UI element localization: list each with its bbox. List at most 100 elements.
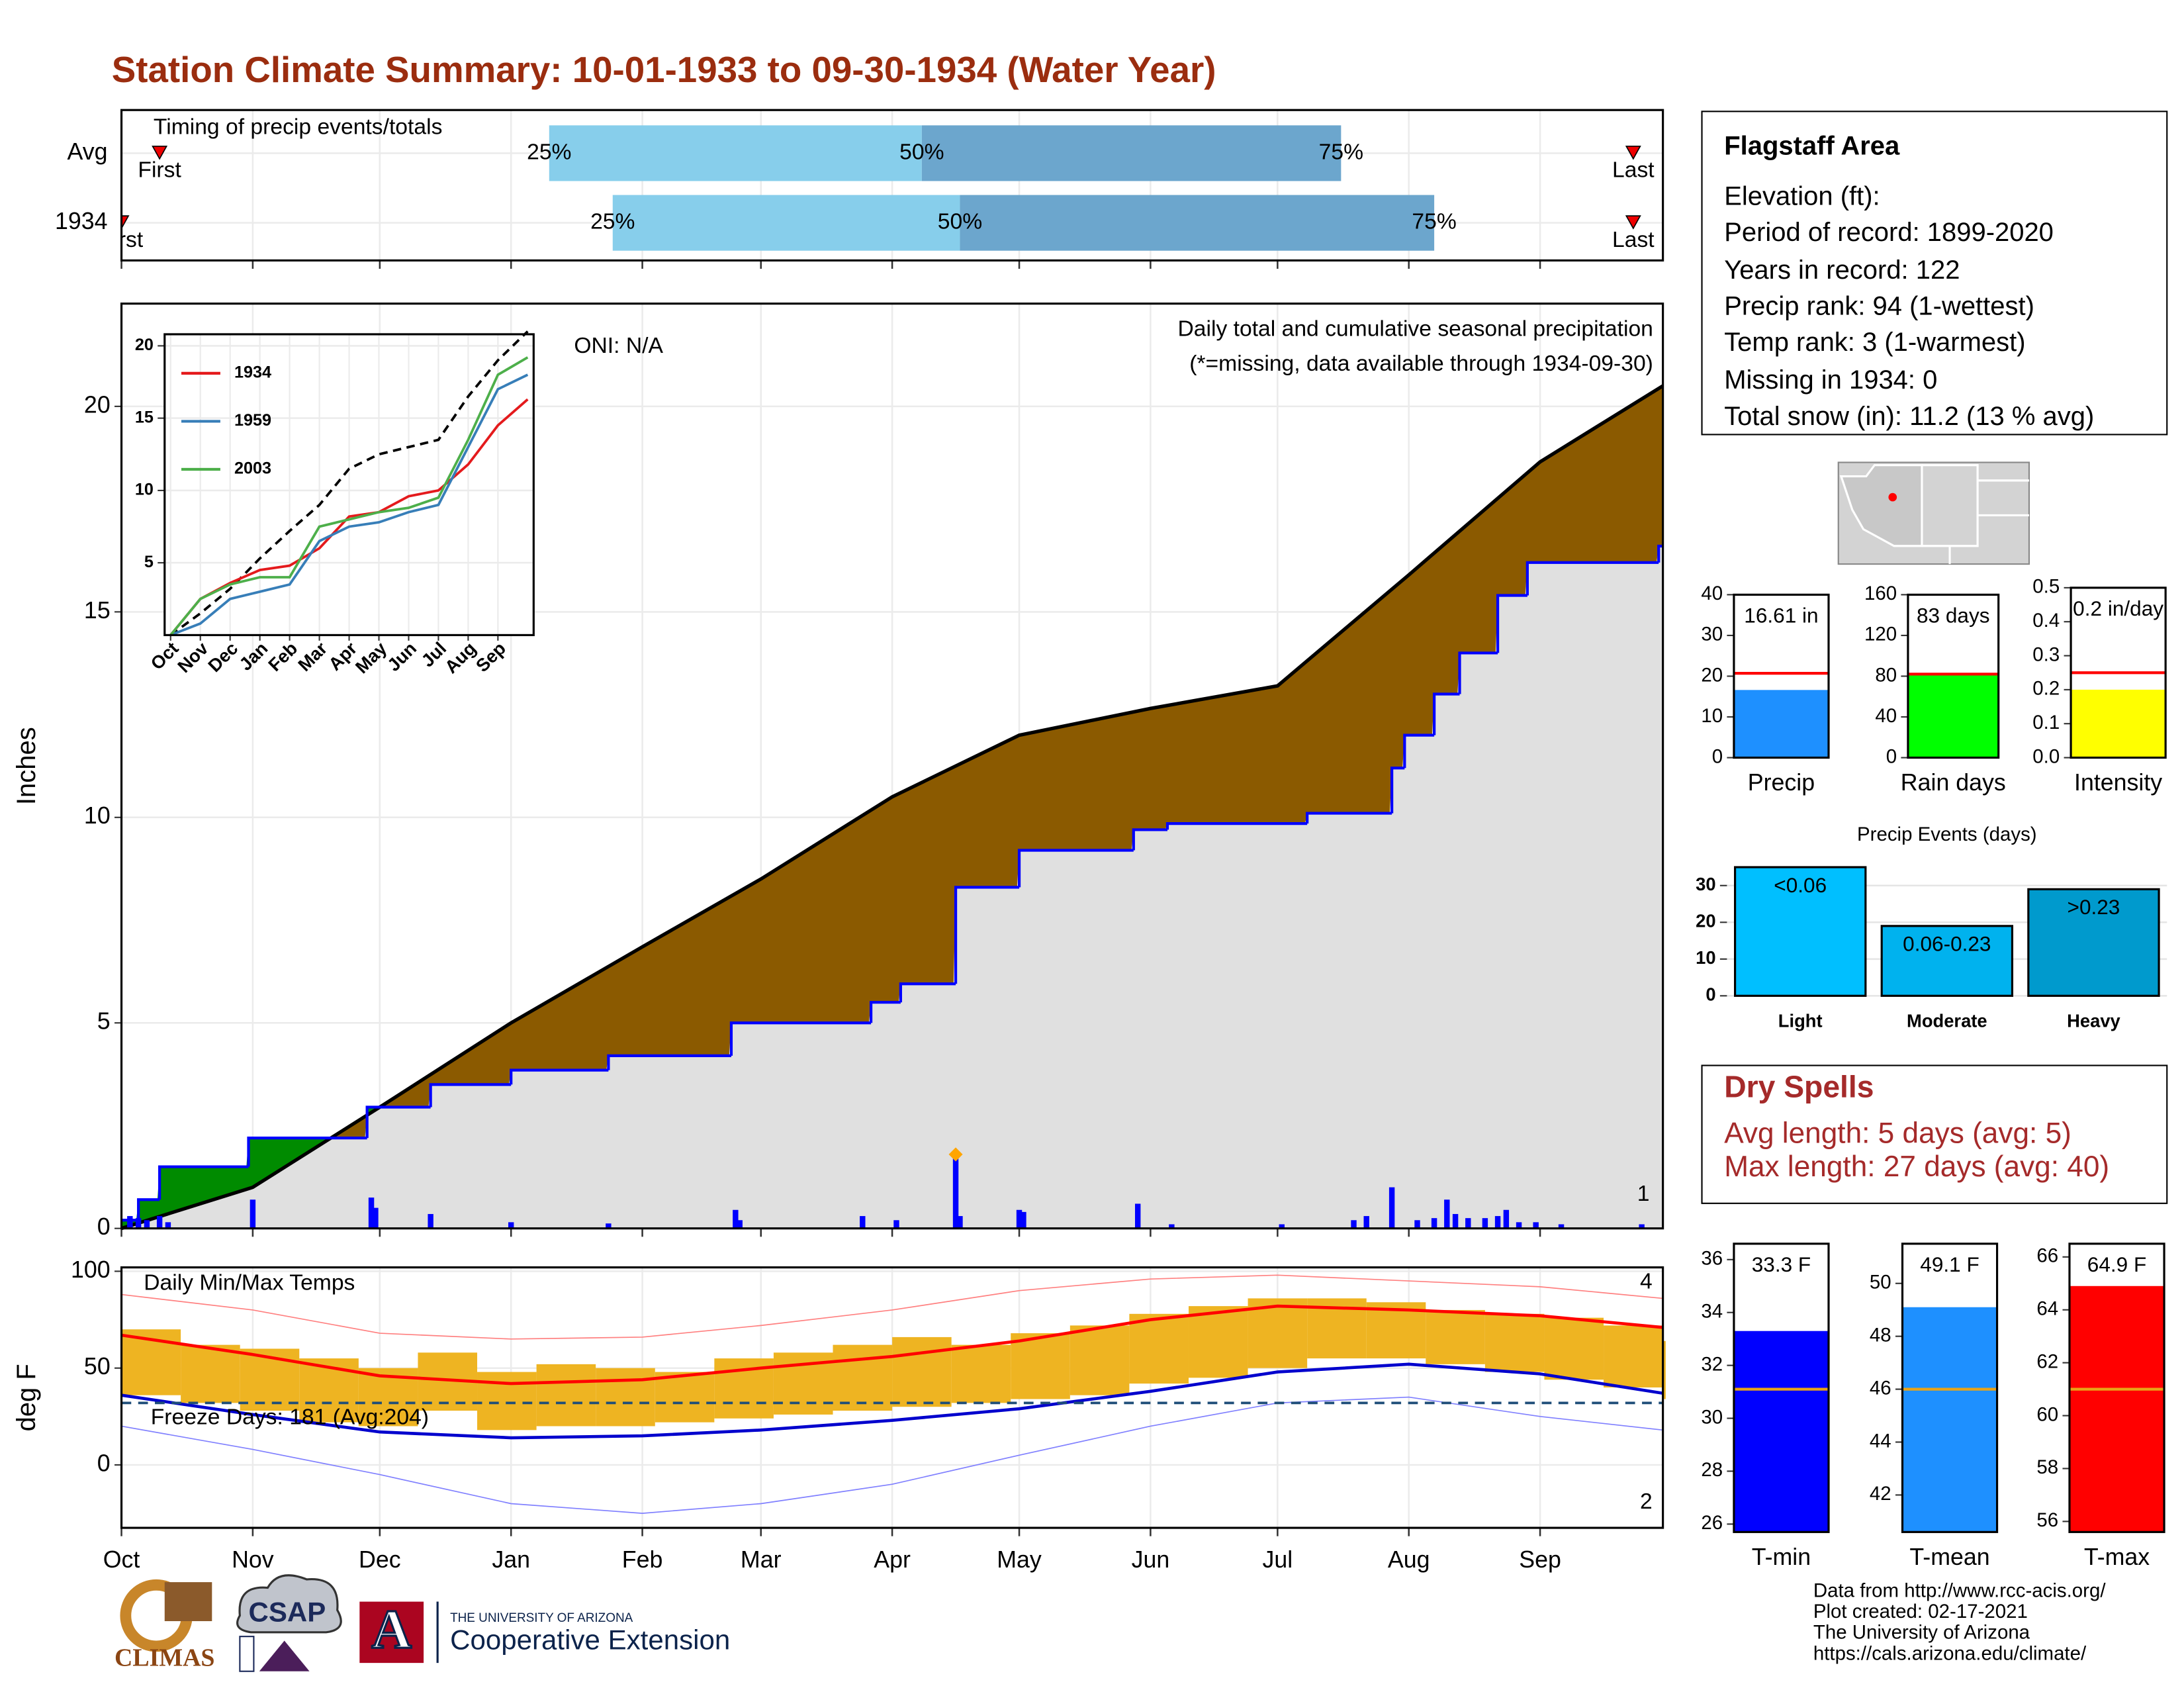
precip-bar [1169,1224,1175,1229]
y-tick-label: 10 [84,802,111,829]
daily-range-bar [951,1344,1011,1403]
panel-title: Daily Min/Max Temps [144,1271,355,1295]
category-label: T-mean [1909,1544,1989,1570]
y-tick-label: 40 [1875,705,1897,727]
panel-frame [1901,1243,1999,1533]
quantile-label: 75% [1412,210,1456,234]
x-tick-label: May [997,1546,1042,1573]
x-tick-label: Apr [874,1546,911,1573]
annotation: Daily total and cumulative seasonal prec… [1177,317,1653,342]
daily-range-bar [655,1372,715,1423]
precip-bar [1452,1213,1459,1229]
info-box [1701,111,2168,436]
daily-range-bar [1129,1313,1189,1384]
ua-block [359,1601,424,1664]
y-tick-label: 30 [1701,624,1723,645]
y-tick-label: 44 [1870,1430,1891,1452]
csap-mountain [259,1640,310,1671]
observed-step [1525,561,1659,596]
dry-spells-box [1701,1064,2168,1204]
annotation: (*=missing, data available through 1934-… [1189,352,1653,376]
footer-line: The University of Arizona [1813,1622,2030,1644]
y-tick-label: 15 [135,408,154,426]
precip-bar [1503,1209,1510,1229]
series-line [169,398,529,636]
quartile-bar [612,195,960,251]
event-label: Last [1612,158,1655,183]
precip-bar [1414,1220,1420,1229]
value-label: 0.06-0.23 [1903,932,1991,956]
daily-range-bar [1604,1325,1663,1387]
y-tick-label: 46 [1870,1377,1891,1399]
footer-line: https://cals.arizona.edu/climate/ [1813,1642,2087,1664]
y-tick-label: 30 [1696,874,1715,894]
y-tick-label: 62 [2036,1350,2058,1372]
panel-title: Timing of precip events/totals [154,115,442,139]
value-label-box: 83 days [1917,604,1990,628]
y-tick-label: 0.0 [2032,745,2060,767]
event-label: First [100,228,144,252]
observed-step [729,1021,872,1056]
ua-letter: A [371,1599,412,1660]
y-tick-label: 0 [1706,984,1715,1005]
bar [1880,925,2014,997]
precip-bar [1134,1203,1141,1229]
precip-bar [373,1207,379,1229]
x-tick-label: Nov [232,1546,274,1573]
observed-step [954,886,1020,984]
daily-range-bar [240,1348,300,1411]
freeze-label: Freeze Days: 181 (Avg:204) [151,1405,429,1429]
precip-bar [1016,1209,1023,1229]
precip-bar [952,1158,959,1229]
ua-name: THE UNIVERSITY OF ARIZONA [450,1611,633,1625]
inset-frame [163,333,535,636]
normal-low-line [121,1362,1663,1440]
daily-range-bar [1426,1309,1485,1364]
event-marker [1625,215,1641,230]
y-tick-label: 10 [1696,947,1715,968]
observed-step [1017,849,1134,888]
y-tick-label: 32 [1701,1353,1723,1375]
panel-frame [1733,1243,1830,1533]
event-marker [121,215,130,230]
y-tick-label: 58 [2036,1456,2058,1478]
deficit-area [121,385,1663,1221]
dry-spells-title: Dry Spells [1724,1070,1874,1104]
precip-bar [737,1220,743,1229]
row-label: 1934 [55,208,108,234]
x-tick-label: Jun [1132,1546,1170,1573]
precip-bar [957,1216,963,1229]
temp-layer [121,1274,1666,1514]
precip-bar [127,1216,133,1229]
value-label-box: 16.61 in [1744,604,1818,628]
precip-bar [428,1213,433,1229]
category-label: Intensity [2074,769,2162,796]
daily-range-bar [1484,1313,1545,1372]
observed-step [899,982,956,1003]
y-tick-label: 50 [84,1353,111,1380]
max-count: 1 [1637,1182,1650,1206]
value-label: 64.9 F [2087,1253,2147,1278]
observed-step [1496,594,1527,653]
precip-bar [893,1220,899,1229]
y-tick-label: 0 [1712,745,1723,767]
y-tick-label: 20 [84,391,111,418]
panel-frame [120,1266,1664,1529]
record-high-line [121,1274,1663,1340]
y-tick-label: 15 [84,597,111,624]
value-label-box: 0.2 in/day [2073,598,2163,622]
footer-line: Plot created: 02-17-2021 [1813,1601,2028,1622]
observed-step [158,1165,249,1200]
y-tick-label: 56 [2036,1509,2058,1531]
y-tick-label: 30 [1701,1406,1723,1428]
observed-step [1390,767,1405,814]
locator-map [1837,461,2030,565]
observed-step [1657,544,1663,563]
value-label-box: 49.1 F [1920,1254,1979,1278]
observed-step [1403,733,1435,769]
csap-text: CSAP [248,1597,326,1628]
y-tick-label: 60 [2036,1403,2058,1425]
precip-bar [1482,1218,1488,1229]
bar [1902,1307,1997,1532]
